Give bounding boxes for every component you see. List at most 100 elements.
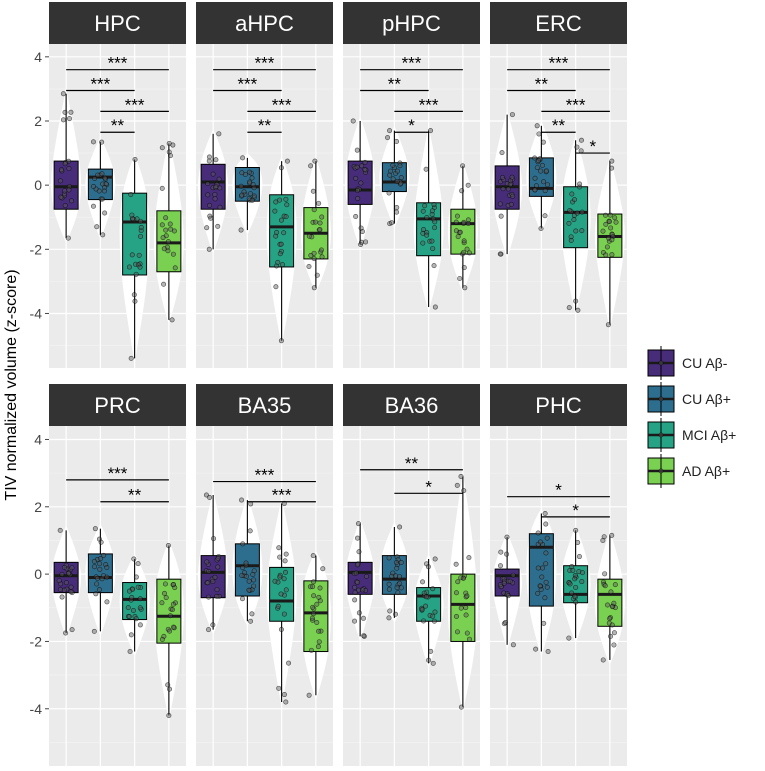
- data-point: [389, 220, 395, 226]
- data-point: [273, 284, 279, 290]
- data-point: [104, 574, 110, 580]
- data-point: [306, 264, 312, 270]
- data-point: [102, 210, 108, 216]
- data-point: [611, 600, 617, 606]
- box-3: [269, 194, 295, 268]
- panel-phpc: pHPC*********: [343, 2, 480, 368]
- significance-label: **: [388, 75, 402, 94]
- data-point: [577, 181, 583, 187]
- data-point: [455, 579, 461, 585]
- data-point: [94, 581, 100, 587]
- data-point: [277, 251, 283, 257]
- data-point: [361, 633, 367, 639]
- data-point: [284, 158, 290, 164]
- data-point: [579, 228, 585, 234]
- data-point: [276, 545, 282, 551]
- data-point: [318, 247, 324, 253]
- data-point: [573, 228, 579, 234]
- data-point: [508, 201, 514, 207]
- data-point: [66, 116, 72, 122]
- data-point: [159, 222, 165, 228]
- data-point: [394, 138, 400, 144]
- data-point: [239, 497, 245, 503]
- data-point: [165, 239, 171, 245]
- data-point: [497, 201, 503, 207]
- data-point: [65, 571, 71, 577]
- data-point: [311, 207, 317, 213]
- data-point: [205, 561, 211, 567]
- panel-ba35: BA35 ******: [196, 384, 333, 766]
- y-tick-label: 0: [34, 177, 42, 193]
- data-point: [386, 586, 392, 592]
- data-point: [56, 578, 62, 584]
- significance-label: *: [555, 481, 562, 500]
- data-point: [507, 578, 513, 584]
- data-point: [454, 629, 460, 635]
- data-point: [541, 620, 547, 626]
- data-point: [461, 249, 467, 255]
- data-point: [458, 605, 464, 611]
- data-point: [432, 219, 438, 225]
- significance-label: ***: [402, 54, 422, 73]
- significance-label: **: [128, 486, 142, 505]
- data-point: [390, 176, 396, 182]
- data-point: [133, 574, 139, 580]
- data-point: [278, 591, 284, 597]
- data-point: [539, 574, 545, 580]
- data-point: [240, 541, 246, 547]
- data-point: [163, 227, 169, 233]
- data-point: [420, 208, 426, 214]
- data-point: [575, 307, 581, 313]
- data-point: [394, 554, 400, 560]
- data-point: [355, 579, 361, 585]
- data-point: [397, 574, 403, 580]
- data-point: [63, 580, 69, 586]
- data-point: [312, 158, 318, 164]
- data-point: [249, 175, 255, 181]
- data-point: [359, 239, 365, 245]
- data-point: [131, 292, 137, 298]
- data-point: [125, 605, 131, 611]
- data-point: [603, 212, 609, 218]
- data-point: [129, 594, 135, 600]
- data-point: [604, 244, 610, 250]
- data-point: [355, 535, 361, 541]
- data-point: [352, 597, 358, 603]
- data-point: [100, 232, 106, 238]
- data-point: [430, 586, 436, 592]
- data-point: [611, 630, 617, 636]
- data-point: [421, 590, 427, 596]
- data-point: [500, 174, 506, 180]
- data-point: [65, 235, 71, 241]
- data-point: [501, 177, 507, 183]
- data-point: [90, 139, 96, 145]
- data-point: [278, 165, 284, 171]
- data-point: [532, 187, 538, 193]
- data-point: [500, 186, 506, 192]
- data-point: [311, 593, 317, 599]
- data-point: [90, 203, 96, 209]
- data-point: [213, 184, 219, 190]
- data-point: [95, 172, 101, 178]
- data-point: [507, 182, 513, 188]
- data-point: [128, 632, 134, 638]
- data-point: [457, 275, 463, 281]
- y-tick-label: -2: [30, 241, 43, 257]
- data-point: [248, 618, 254, 624]
- data-point: [101, 188, 107, 194]
- data-point: [544, 182, 550, 188]
- data-point: [217, 204, 223, 210]
- data-point: [273, 199, 279, 205]
- data-point: [95, 575, 101, 581]
- panel-title: BA36: [385, 393, 439, 418]
- data-point: [613, 219, 619, 225]
- data-point: [535, 158, 541, 164]
- data-point: [425, 594, 431, 600]
- data-point: [278, 241, 284, 247]
- data-point: [600, 228, 606, 234]
- data-point: [250, 181, 256, 187]
- data-point: [611, 642, 617, 648]
- data-point: [311, 250, 317, 256]
- significance-label: *: [408, 116, 415, 135]
- data-point: [609, 158, 615, 164]
